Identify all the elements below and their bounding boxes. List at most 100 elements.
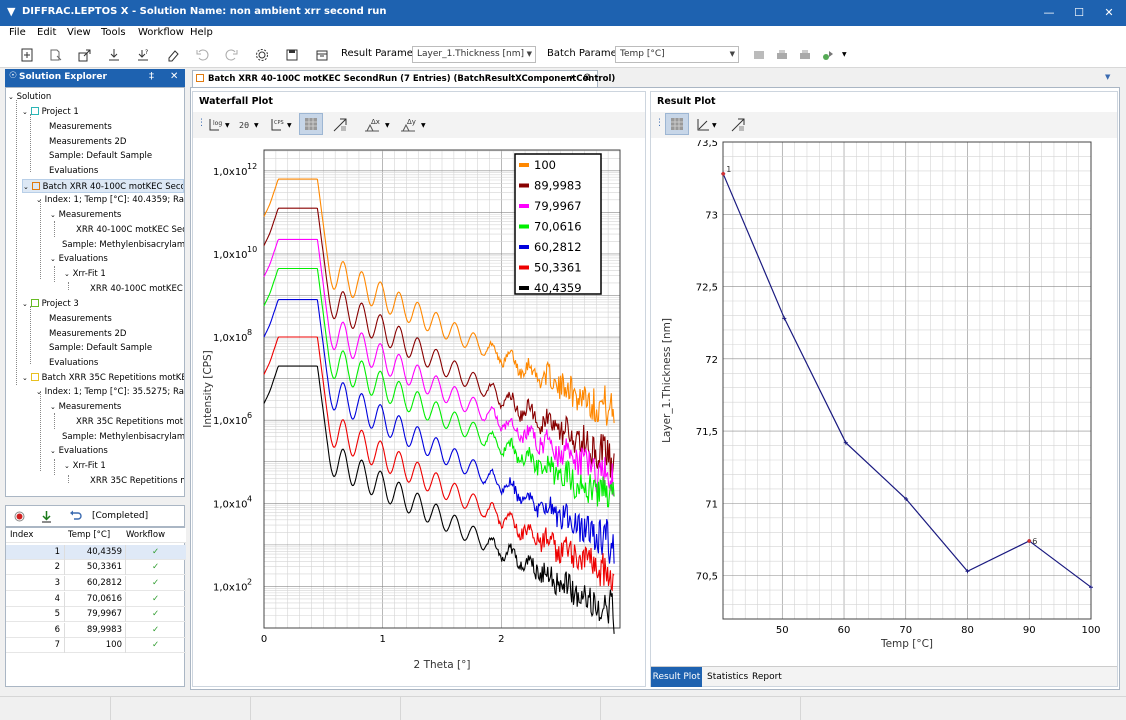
report-icon[interactable] bbox=[749, 45, 769, 65]
tree-item-measurement[interactable]: XRR 40-100C motKEC Seco... bbox=[76, 223, 184, 237]
grid-toggle-button[interactable] bbox=[665, 113, 689, 135]
tree-item-index1[interactable]: ⌄ Index: 1; Temp [°C]: 40.4359; Rat... bbox=[36, 193, 184, 207]
pin-icon[interactable]: ⇥ bbox=[567, 73, 575, 83]
gear-icon[interactable] bbox=[252, 45, 272, 65]
close-panel-icon[interactable]: ✕ bbox=[170, 71, 179, 82]
maximize-button[interactable]: ☐ bbox=[1074, 6, 1084, 19]
two-theta-button[interactable]: 2θ ▼ bbox=[237, 115, 263, 135]
table-row[interactable]: 2 50,3361 ✓ bbox=[6, 560, 186, 575]
grip-icon: ⋮ bbox=[655, 118, 664, 128]
delta-y-button[interactable]: Δy ▼ bbox=[399, 115, 429, 135]
x-tick-label: 1 bbox=[379, 634, 385, 645]
y-tick-mantissa: 1,0x10 bbox=[213, 167, 248, 178]
result-chart[interactable]: 50 60 70 80 90 100 73,5 73 72,5 72 71,5 71 70,5 Temp … bbox=[651, 140, 1117, 666]
open-external-icon[interactable] bbox=[75, 45, 95, 65]
row-index: 4 bbox=[54, 594, 60, 604]
menu-view[interactable]: View bbox=[67, 27, 91, 38]
table-row[interactable]: 7 100 ✓ bbox=[6, 638, 186, 653]
tree-item-evaluations[interactable]: ⌄ Evaluations bbox=[50, 254, 108, 264]
tree-item-project1[interactable]: ⌄ Project 1 bbox=[22, 107, 79, 117]
menu-help[interactable]: Help bbox=[190, 27, 213, 38]
menu-edit[interactable]: Edit bbox=[37, 27, 57, 38]
download-arrow-icon[interactable] bbox=[41, 510, 52, 526]
series-line bbox=[263, 207, 615, 478]
print-icon[interactable] bbox=[772, 45, 792, 65]
tree-item-fit-measurement[interactable]: XRR 40-100C motKEC S... bbox=[90, 282, 184, 296]
minimize-button[interactable]: — bbox=[1043, 6, 1055, 19]
batch-parameter-select[interactable]: Temp [°C] ▼ bbox=[615, 46, 739, 63]
x-tick-label: 80 bbox=[961, 625, 974, 636]
tree-item-measurements[interactable]: ⌄ Measurements bbox=[50, 210, 122, 220]
result-parameter-select[interactable]: Layer_1.Thickness [nm] ▼ bbox=[412, 46, 536, 63]
tree-item-project3[interactable]: ⌄ Project 3 bbox=[22, 299, 79, 309]
table-row[interactable]: 6 89,9983 ✓ bbox=[6, 623, 186, 638]
chevron-down-icon[interactable]: ▼ bbox=[842, 51, 847, 58]
tab-overflow-icon[interactable]: ▼ bbox=[1105, 73, 1111, 81]
tree-item-xrr-fit[interactable]: ⌄ Xrr-Fit 1 bbox=[64, 269, 106, 279]
tree-item-sample[interactable]: Sample: Default Sample bbox=[49, 149, 184, 163]
tree-item-solution[interactable]: ⌄ Solution bbox=[8, 92, 52, 102]
line-style-button[interactable]: ▼ bbox=[695, 115, 721, 135]
undo-arrow-icon[interactable] bbox=[69, 510, 82, 525]
batch-parameter-label: Batch Parameter bbox=[547, 48, 631, 59]
table-row[interactable]: 3 60,2812 ✓ bbox=[6, 576, 186, 591]
tree-item-fit-measurement[interactable]: XRR 35C Repetitions mo... bbox=[90, 474, 184, 488]
print-preview-icon[interactable] bbox=[795, 45, 815, 65]
save-icon[interactable] bbox=[282, 45, 302, 65]
tree-item-index1[interactable]: ⌄ Index: 1; Temp [°C]: 35.5275; Rat... bbox=[36, 385, 184, 399]
tab-result-plot[interactable]: Result Plot bbox=[651, 667, 702, 687]
tree-item-sample[interactable]: Sample: Default Sample bbox=[49, 341, 184, 355]
log-icon: log bbox=[213, 120, 222, 127]
tree-item-measurements-2d[interactable]: Measurements 2D bbox=[49, 327, 184, 341]
table-row[interactable]: 5 79,9967 ✓ bbox=[6, 607, 186, 622]
table-row[interactable]: 4 70,0616 ✓ bbox=[6, 592, 186, 607]
tree-item-batch2[interactable]: ⌄ Batch XRR 35C Repetitions motKEC... bbox=[22, 371, 184, 385]
tree-item-sample[interactable]: Sample: Methylenbisacrylamide ... bbox=[62, 238, 184, 252]
column-header-index[interactable]: Index bbox=[10, 530, 34, 540]
menu-file[interactable]: File bbox=[9, 27, 26, 38]
tab-statistics[interactable]: Statistics bbox=[707, 672, 749, 682]
tree-item-measurement[interactable]: XRR 35C Repetitions motKE... bbox=[76, 415, 184, 429]
zoom-fit-button[interactable] bbox=[727, 115, 749, 135]
export-icon[interactable] bbox=[46, 45, 66, 65]
delta-x-button[interactable]: Δx ▼ bbox=[363, 115, 393, 135]
menu-workflow[interactable]: Workflow bbox=[138, 27, 184, 38]
y-tick-mantissa: 1,0x10 bbox=[213, 499, 248, 510]
tree-item-evaluations[interactable]: Evaluations bbox=[49, 164, 184, 178]
row-index: 6 bbox=[54, 625, 60, 635]
redo-icon[interactable] bbox=[222, 45, 242, 65]
tree-item-measurements[interactable]: Measurements bbox=[49, 312, 184, 326]
tree-item-measurements[interactable]: ⌄ Measurements bbox=[50, 402, 122, 412]
tree-item-measurements[interactable]: Measurements bbox=[49, 120, 184, 134]
document-tab[interactable]: Batch XRR 40-100C motKEC SecondRun (7 En… bbox=[192, 70, 615, 87]
log-scale-button[interactable]: log ▼ bbox=[207, 115, 233, 135]
download-icon[interactable] bbox=[104, 45, 124, 65]
tab-report[interactable]: Report bbox=[752, 672, 782, 682]
tree-label: XRR 40-100C motKEC S... bbox=[90, 284, 184, 294]
tree-item-batch1[interactable]: ⌄ Batch XRR 40-100C motKEC Secon... bbox=[22, 179, 184, 193]
tree-item-evaluations[interactable]: Evaluations bbox=[49, 356, 184, 370]
menu-tools[interactable]: Tools bbox=[101, 27, 126, 38]
eraser-icon[interactable] bbox=[163, 45, 183, 65]
x-tick-label: 0 bbox=[261, 634, 267, 645]
table-row[interactable]: 1 40,4359 ✓ bbox=[6, 545, 186, 560]
tree-item-xrr-fit[interactable]: ⌄ Xrr-Fit 1 bbox=[64, 461, 106, 471]
new-solution-icon[interactable] bbox=[17, 45, 37, 65]
record-icon[interactable] bbox=[14, 511, 25, 525]
calendar-icon[interactable] bbox=[312, 45, 332, 65]
close-tab-icon[interactable]: ⊗ bbox=[583, 72, 592, 83]
waterfall-chart[interactable]: 0 1 21,0x10121,0x10101,0x1081,0x1061,0x104… bbox=[193, 142, 645, 686]
zoom-fit-button[interactable] bbox=[329, 115, 351, 135]
tree-item-measurements-2d[interactable]: Measurements 2D bbox=[49, 135, 184, 149]
run-icon[interactable] bbox=[818, 45, 838, 65]
column-header-temp[interactable]: Temp [°C] bbox=[68, 530, 111, 540]
grid-toggle-button[interactable] bbox=[299, 113, 323, 135]
pin-icon[interactable]: ‡ bbox=[149, 71, 154, 82]
undo-icon[interactable] bbox=[192, 45, 212, 65]
tree-item-sample[interactable]: Sample: Methylenbisacrylamide ... bbox=[62, 430, 184, 444]
tree-item-evaluations[interactable]: ⌄ Evaluations bbox=[50, 446, 108, 456]
download-help-icon[interactable]: ? bbox=[133, 45, 153, 65]
cps-button[interactable]: CPS ▼ bbox=[269, 115, 295, 135]
row-index: 1 bbox=[54, 547, 60, 557]
close-button[interactable]: ✕ bbox=[1104, 6, 1114, 19]
